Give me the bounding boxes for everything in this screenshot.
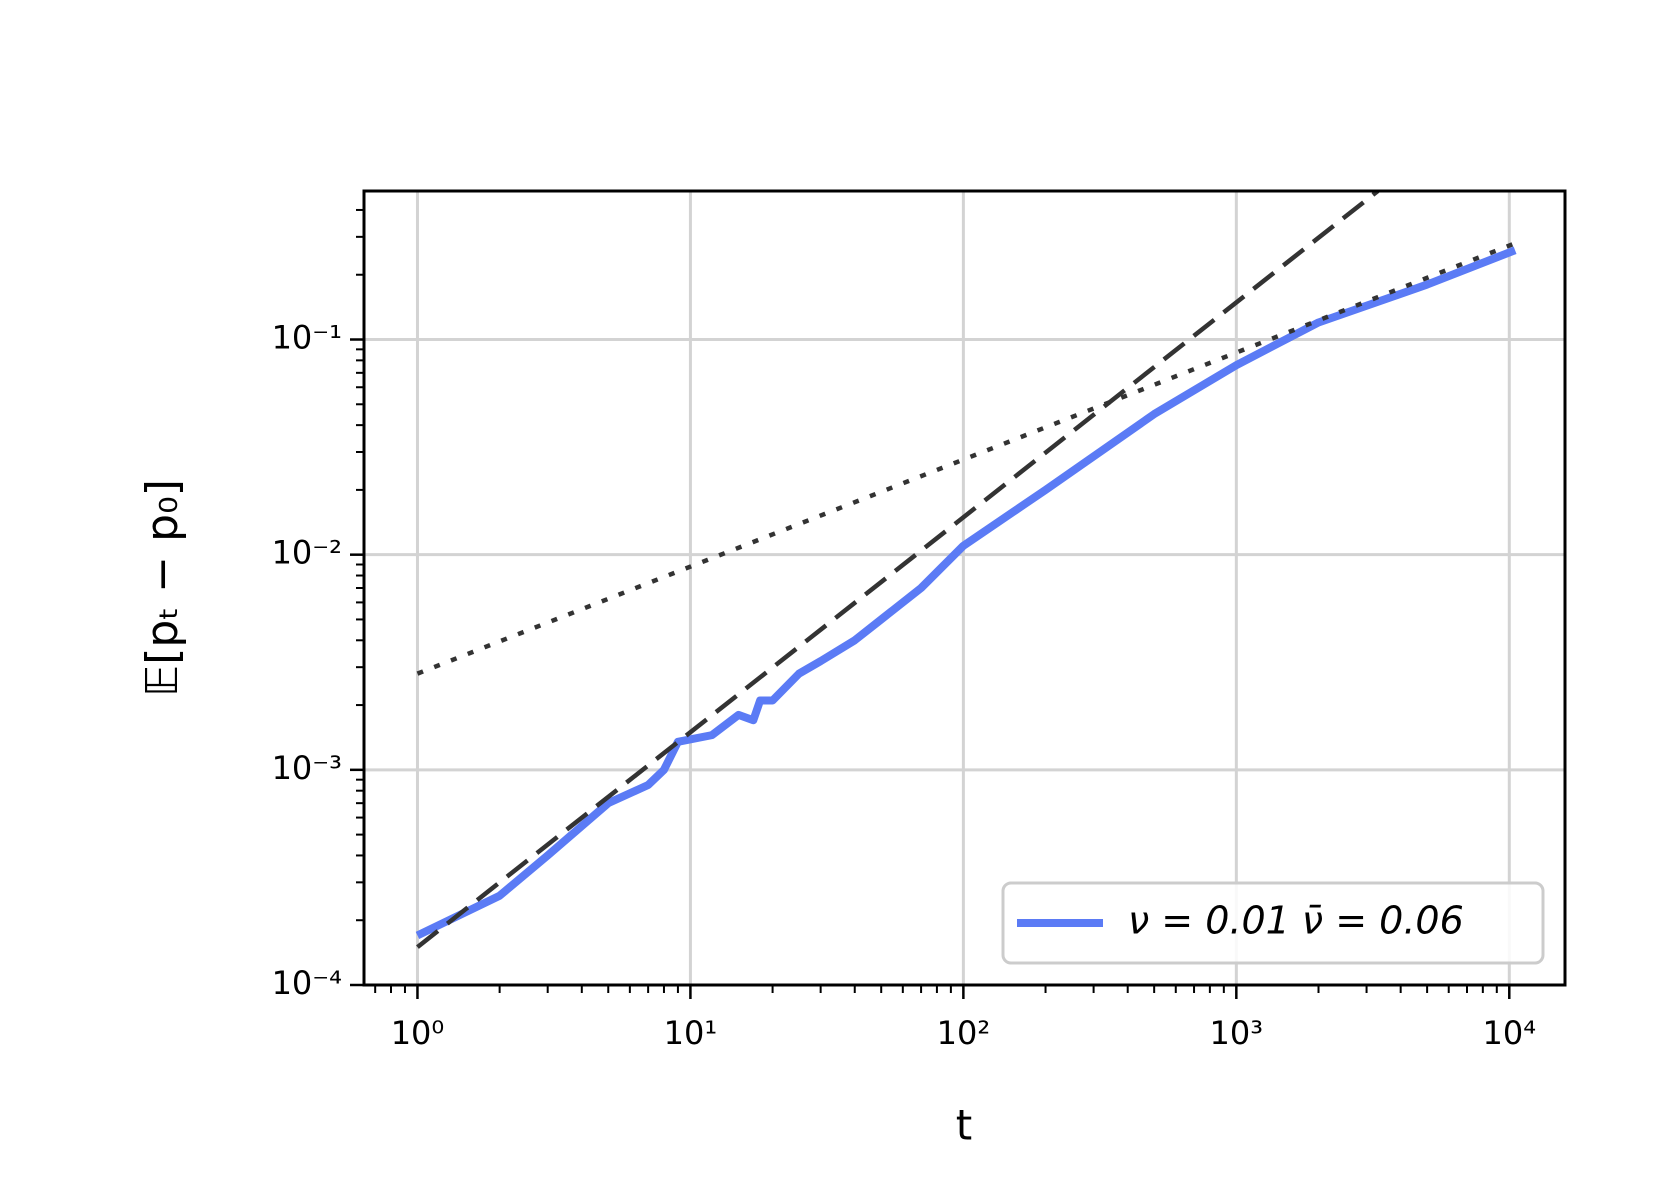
legend-label: ν = 0.01 ν̄ = 0.06 [1128,899,1464,943]
series-line [416,191,1380,949]
y-tick-label: 10⁻³ [272,749,342,787]
plot-frame [362,189,1567,987]
y-tick-label: 10⁻¹ [272,319,342,357]
series-line [415,246,1517,940]
x-tick-label: 10² [937,1014,991,1052]
y-tick-label: 10⁻⁴ [272,964,342,1002]
x-tick-label: 10³ [1210,1014,1264,1052]
legend-box [1001,881,1545,965]
y-tick-label: 10⁻² [272,534,342,572]
x-axis-label: t [956,1101,972,1150]
x-tick-label: 10⁰ [391,1014,445,1052]
y-axis-label: 𝔼[pₜ − p₀] [137,479,188,697]
plot-lines [415,191,1517,949]
x-tick-label: 10⁴ [1483,1014,1537,1052]
x-tick-label: 10¹ [664,1014,718,1052]
